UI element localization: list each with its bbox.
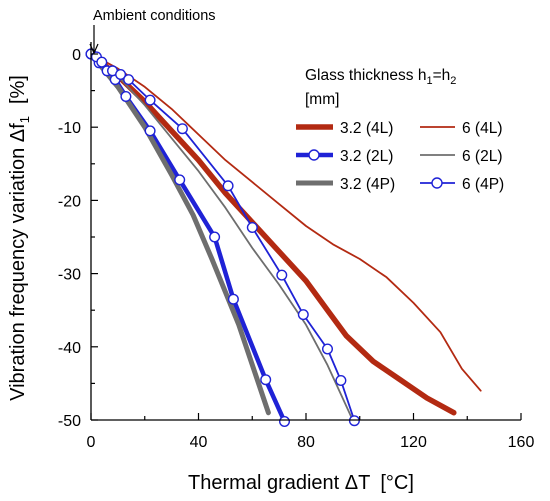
legend-label-6-4l: 6 (4L) xyxy=(462,120,503,137)
y-tick-label-m30: -30 xyxy=(58,267,81,284)
y-tick-label-m50: -50 xyxy=(58,413,81,430)
legend-marker-3-2-2l xyxy=(308,149,320,161)
data-point-6-4p-14 xyxy=(348,415,360,427)
legend-title-line2: [mm] xyxy=(305,91,339,108)
data-point-6-4p-12 xyxy=(322,343,334,355)
data-point-6-4p-11 xyxy=(297,309,309,321)
y-tick-label-m10: -10 xyxy=(58,120,81,137)
data-point-6-4p-2 xyxy=(96,56,108,68)
data-point-6-4p-13 xyxy=(335,375,347,387)
annotation-arrow-head xyxy=(89,43,99,55)
y-tick-label-m40: -40 xyxy=(58,340,81,357)
legend-label-6-2l: 6 (2L) xyxy=(462,148,503,165)
legend-label-3-2-2l: 3.2 (2L) xyxy=(340,148,393,165)
series-line-3-2-2l xyxy=(88,51,287,424)
x-tick-label-0: 0 xyxy=(87,434,96,451)
axes: 0 40 80 120 160 0 -10 -20 -30 -40 -50 xyxy=(58,42,535,451)
y-axis-title: Vibration frequency variation Δf1[%] xyxy=(7,75,32,401)
data-point-6-4p-8 xyxy=(222,180,234,192)
data-point-6-4p-4 xyxy=(115,68,127,80)
data-point-6-4p-9 xyxy=(246,221,258,233)
series-line-3-2-4l xyxy=(88,51,457,416)
legend-marker-6-4p xyxy=(431,177,443,189)
series-line-6-4l xyxy=(90,53,482,392)
data-point-6-4p-6 xyxy=(144,94,156,106)
annotation-label: Ambient conditions xyxy=(93,8,216,24)
legend-label-6-4p: 6 (4P) xyxy=(462,176,504,193)
x-tick-label-80: 80 xyxy=(297,434,315,451)
data-point-3-2-2l-9 xyxy=(260,374,272,386)
data-point-3-2-2l-5 xyxy=(144,125,156,137)
data-point-6-4p-5 xyxy=(123,74,135,86)
legend-label-3-2-4l: 3.2 (4L) xyxy=(340,120,393,137)
data-point-3-2-2l-10 xyxy=(279,416,291,428)
data-point-6-4p-10 xyxy=(276,269,288,281)
data-point-3-2-2l-4 xyxy=(120,90,132,102)
legend-title-line1: Glass thickness h1=h2 xyxy=(305,67,456,87)
series-line-6-2l xyxy=(90,53,356,425)
x-axis-title: Thermal gradient ΔT [°C] xyxy=(188,472,414,494)
legend-label-3-2-4p: 3.2 (4P) xyxy=(340,176,395,193)
y-tick-label-0: 0 xyxy=(72,47,81,64)
data-point-3-2-2l-6 xyxy=(174,174,186,186)
data-point-3-2-2l-8 xyxy=(227,293,239,305)
x-tick-label-40: 40 xyxy=(190,434,208,451)
data-point-6-4p-7 xyxy=(176,123,188,135)
x-tick-label-120: 120 xyxy=(400,434,427,451)
x-tick-label-160: 160 xyxy=(508,434,535,451)
data-point-3-2-2l-7 xyxy=(209,231,221,243)
series-lines xyxy=(88,51,482,425)
y-tick-label-m20: -20 xyxy=(58,193,81,210)
legend: Glass thickness h1=h2 [mm] 3.2 (4L) 6 (4… xyxy=(296,67,504,193)
